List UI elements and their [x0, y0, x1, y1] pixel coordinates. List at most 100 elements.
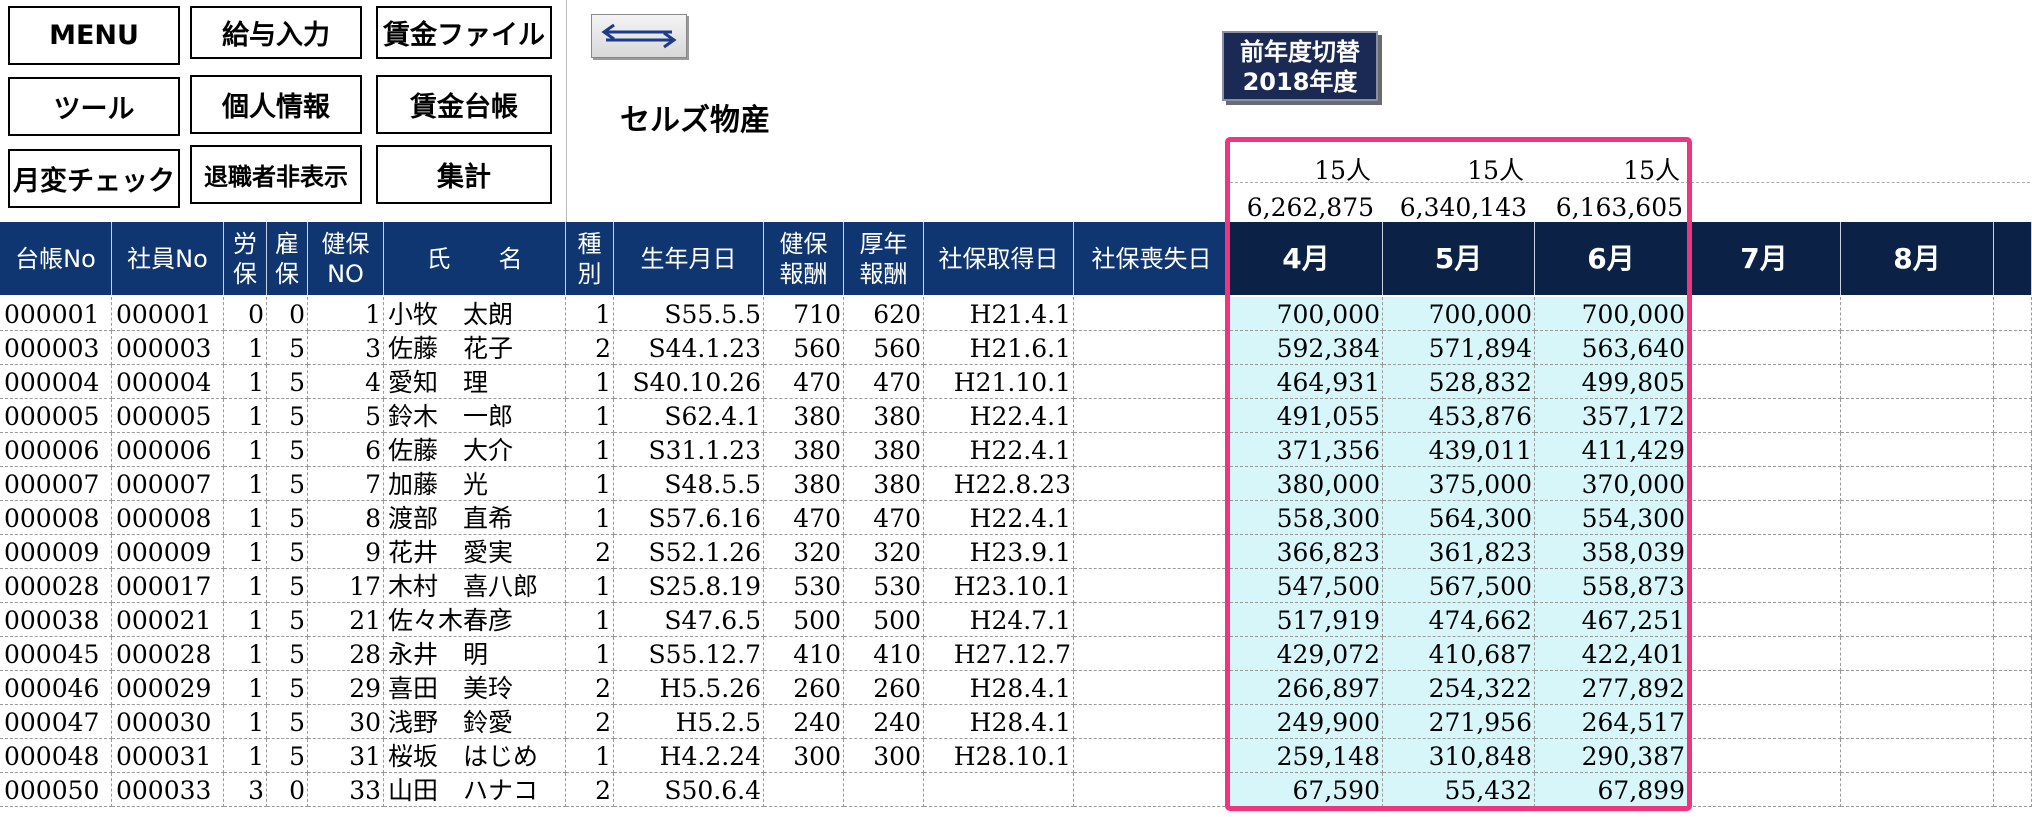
table-cell[interactable]: 000009	[112, 535, 224, 569]
table-cell[interactable]: 000004	[112, 365, 224, 399]
table-cell[interactable]: 1	[566, 501, 614, 535]
table-row[interactable]: 000045 000028 1 5 28 永井 明 1 S55.12.7 410 410 H27.1…	[0, 637, 2032, 671]
personal-info-button[interactable]: 個人情報	[190, 75, 362, 134]
table-cell[interactable]: H22.4.1	[924, 433, 1074, 467]
table-cell[interactable]: 木村 喜八郎	[384, 569, 566, 603]
table-cell[interactable]: 28	[308, 637, 384, 671]
table-cell[interactable]: 320	[844, 535, 924, 569]
table-cell[interactable]: 700,000	[1383, 297, 1535, 331]
table-row[interactable]: 000003 000003 1 5 3 佐藤 花子 2 S44.1.23 560 560 H21.6…	[0, 331, 2032, 365]
table-cell[interactable]: 加藤 光	[384, 467, 566, 501]
table-cell[interactable]: 5	[267, 365, 308, 399]
summary-button[interactable]: 集計	[376, 145, 552, 204]
table-cell[interactable]: 259,148	[1230, 739, 1383, 773]
table-cell[interactable]: 470	[844, 501, 924, 535]
table-cell[interactable]: 370,000	[1535, 467, 1688, 501]
table-cell[interactable]	[1074, 705, 1230, 739]
table-cell[interactable]: 500	[764, 603, 844, 637]
table-cell[interactable]: 000004	[0, 365, 112, 399]
table-cell[interactable]: 1	[224, 671, 267, 705]
table-cell[interactable]: 5	[267, 671, 308, 705]
table-cell[interactable]: H21.6.1	[924, 331, 1074, 365]
table-cell[interactable]: 371,356	[1230, 433, 1383, 467]
table-cell[interactable]: 474,662	[1383, 603, 1535, 637]
table-row[interactable]: 000008 000008 1 5 8 渡部 直希 1 S57.6.16 470 470 H22.4…	[0, 501, 2032, 535]
table-cell[interactable]	[1688, 739, 1841, 773]
table-cell[interactable]: 558,300	[1230, 501, 1383, 535]
table-cell[interactable]: 300	[844, 739, 924, 773]
table-cell[interactable]: 17	[308, 569, 384, 603]
table-cell[interactable]: 67,899	[1535, 773, 1688, 807]
table-cell[interactable]	[1688, 467, 1841, 501]
table-cell[interactable]: 5	[267, 433, 308, 467]
table-cell[interactable]	[844, 773, 924, 807]
table-row[interactable]: 000050 000033 3 0 33 山田 ハナコ 2 S50.6.4 67,590 55,4…	[0, 773, 2032, 807]
table-cell[interactable]: 358,039	[1535, 535, 1688, 569]
table-cell[interactable]: H4.2.24	[614, 739, 764, 773]
table-cell[interactable]	[1074, 637, 1230, 671]
table-cell[interactable]: 5	[267, 603, 308, 637]
table-cell[interactable]: 380	[764, 399, 844, 433]
table-cell[interactable]: 浅野 鈴愛	[384, 705, 566, 739]
table-cell[interactable]: 1	[224, 705, 267, 739]
table-cell[interactable]: 桜坂 はじめ	[384, 739, 566, 773]
table-cell[interactable]: H28.4.1	[924, 705, 1074, 739]
table-row[interactable]: 000046 000029 1 5 29 喜田 美玲 2 H5.5.26 260 260 H28.4…	[0, 671, 2032, 705]
table-cell[interactable]: 491,055	[1230, 399, 1383, 433]
table-cell[interactable]: 31	[308, 739, 384, 773]
table-row[interactable]: 000048 000031 1 5 31 桜坂 はじめ 1 H4.2.24 300 300 H28.…	[0, 739, 2032, 773]
table-cell[interactable]: 1	[566, 603, 614, 637]
table-cell[interactable]: 000001	[0, 297, 112, 331]
table-cell[interactable]: 380	[844, 467, 924, 501]
table-cell[interactable]	[1074, 433, 1230, 467]
table-cell[interactable]: 000047	[0, 705, 112, 739]
table-cell[interactable]	[1841, 671, 1994, 705]
table-cell[interactable]: 560	[844, 331, 924, 365]
table-cell[interactable]: 1	[566, 467, 614, 501]
table-cell[interactable]	[1688, 535, 1841, 569]
table-cell[interactable]: 000031	[112, 739, 224, 773]
table-cell[interactable]: 260	[844, 671, 924, 705]
wage-file-button[interactable]: 賃金ファイル	[376, 6, 552, 59]
table-cell[interactable]: 470	[844, 365, 924, 399]
table-cell[interactable]: 1	[224, 569, 267, 603]
table-cell[interactable]: 1	[566, 399, 614, 433]
table-cell[interactable]: 000005	[112, 399, 224, 433]
table-cell[interactable]: 467,251	[1535, 603, 1688, 637]
table-cell[interactable]: 1	[224, 331, 267, 365]
table-cell[interactable]	[1841, 773, 1994, 807]
table-cell[interactable]: 380,000	[1230, 467, 1383, 501]
table-cell[interactable]: 5	[267, 331, 308, 365]
table-cell[interactable]: 2	[566, 331, 614, 365]
table-cell[interactable]: 000038	[0, 603, 112, 637]
table-cell[interactable]: 21	[308, 603, 384, 637]
table-cell[interactable]: 2	[566, 535, 614, 569]
table-cell[interactable]: 710	[764, 297, 844, 331]
table-cell[interactable]: 254,322	[1383, 671, 1535, 705]
table-cell[interactable]: 1	[224, 535, 267, 569]
table-row[interactable]: 000005 000005 1 5 5 鈴木 一郎 1 S62.4.1 380 380 H22.4.…	[0, 399, 2032, 433]
table-cell[interactable]	[924, 773, 1074, 807]
table-cell[interactable]: 1	[566, 433, 614, 467]
table-cell[interactable]: 佐々木春彦	[384, 603, 566, 637]
table-cell[interactable]: 000030	[112, 705, 224, 739]
table-cell[interactable]: 佐藤 大介	[384, 433, 566, 467]
table-cell[interactable]: 240	[764, 705, 844, 739]
table-cell[interactable]: 000046	[0, 671, 112, 705]
table-cell[interactable]: 5	[308, 399, 384, 433]
table-cell[interactable]: 000006	[112, 433, 224, 467]
table-cell[interactable]: 277,892	[1535, 671, 1688, 705]
table-cell[interactable]: 000028	[0, 569, 112, 603]
table-cell[interactable]: H21.10.1	[924, 365, 1074, 399]
table-cell-empty[interactable]	[1994, 297, 2032, 331]
table-cell[interactable]: 0	[267, 297, 308, 331]
table-cell[interactable]: 249,900	[1230, 705, 1383, 739]
table-cell[interactable]: H22.4.1	[924, 399, 1074, 433]
table-cell[interactable]	[1841, 399, 1994, 433]
table-cell[interactable]: 1	[224, 739, 267, 773]
table-cell[interactable]: 375,000	[1383, 467, 1535, 501]
table-cell[interactable]: 花井 愛実	[384, 535, 566, 569]
table-cell-empty[interactable]	[1994, 535, 2032, 569]
table-cell-empty[interactable]	[1994, 433, 2032, 467]
table-cell[interactable]: 000001	[112, 297, 224, 331]
